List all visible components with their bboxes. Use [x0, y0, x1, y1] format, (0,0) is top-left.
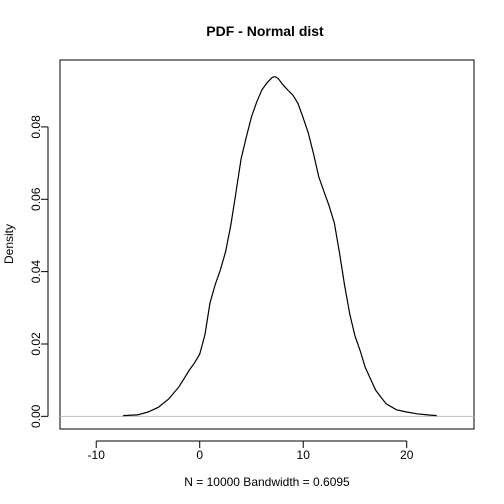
x-tick-label: 0	[196, 448, 203, 462]
x-tick-label: -10	[88, 448, 106, 462]
y-tick-label: 0.00	[29, 404, 43, 428]
y-tick-label: 0.04	[29, 260, 43, 284]
density-curve	[123, 75, 437, 417]
y-tick-label: 0.02	[29, 332, 43, 356]
x-axis: -10 0 10 20	[88, 440, 414, 462]
x-tick-label: 20	[400, 448, 414, 462]
x-axis-label: N = 10000 Bandwidth = 0.6095	[184, 475, 350, 489]
y-axis-label: Density	[2, 224, 16, 264]
x-tick-label: 10	[297, 448, 311, 462]
y-tick-label: 0.08	[29, 115, 43, 139]
y-axis: 0.00 0.02 0.04 0.06 0.08	[29, 115, 49, 428]
y-tick-label: 0.06	[29, 187, 43, 211]
chart-title: PDF - Normal dist	[206, 23, 324, 39]
plot-frame	[59, 59, 475, 430]
